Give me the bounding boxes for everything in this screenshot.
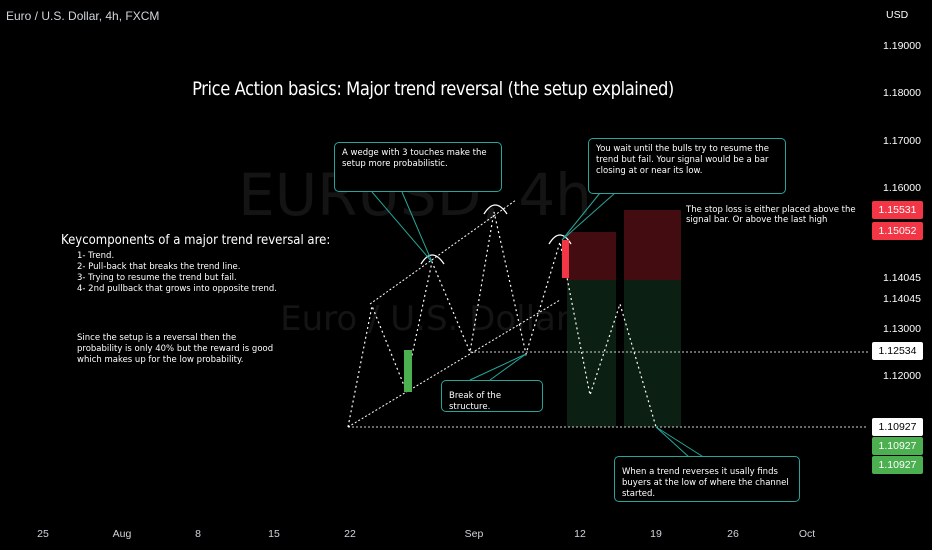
bulls-callout-pointer-2 (561, 192, 616, 241)
price-label: 1.13000 (883, 323, 921, 335)
wedge-callout-pointer (371, 191, 433, 263)
buyers-callout[interactable]: When a trend reverses it usally finds bu… (614, 456, 800, 502)
key-component-item: 4- 2nd pullback that grows into opposite… (77, 284, 278, 294)
idea-title: Price Action basics: Major trend reversa… (192, 78, 674, 100)
key-component-item: 3- Trying to resume the trend but fail. (77, 273, 237, 283)
short-stop-zone-1 (567, 232, 616, 280)
time-label: 12 (574, 528, 586, 540)
price-tag-stop: 1.15531 (872, 201, 923, 219)
time-label: Aug (112, 528, 132, 540)
currency-label: USD (886, 9, 909, 21)
stop-loss-note: The stop loss is either placed above the… (686, 205, 856, 225)
wedge-callout[interactable]: A wedge with 3 touches make the setup mo… (334, 142, 502, 192)
wedge-upper-line[interactable] (369, 199, 517, 305)
price-tag-target: 1.10927 (872, 456, 923, 474)
price-tag-stop: 1.15052 (872, 222, 923, 240)
key-component-item: 1- Trend. (77, 251, 115, 261)
price-axis[interactable]: USD 1.19000 1.18000 1.17000 1.16000 1.14… (868, 0, 932, 550)
price-label: 1.14045 (883, 272, 921, 284)
time-label: 8 (195, 528, 201, 540)
time-label: Sep (464, 528, 484, 540)
probability-note: Since the setup is a reversal then the p… (77, 333, 274, 365)
failed-resume-arc (548, 234, 572, 245)
price-label: 1.18000 (883, 87, 921, 99)
price-tag-target: 1.10927 (872, 437, 923, 455)
time-label: 25 (37, 528, 49, 540)
price-label: 1.19000 (883, 40, 921, 52)
buyers-callout-pointer (655, 426, 691, 459)
wedge-callout-pointer-2 (401, 191, 433, 263)
short-target-zone-2 (624, 280, 681, 427)
short-stop-zone-2 (624, 210, 681, 280)
price-label: 1.14045 (883, 293, 921, 305)
price-tag-level: 1.10927 (872, 418, 923, 436)
price-tag-level: 1.12534 (872, 342, 923, 360)
key-components-heading: Keycomponents of a major trend reversal … (61, 233, 331, 248)
break-callout-pointer-2 (489, 353, 527, 381)
break-callout[interactable]: Break of the structure. (441, 380, 543, 412)
break-callout-pointer (469, 353, 527, 381)
price-label: 1.12000 (883, 370, 921, 382)
time-label: 22 (344, 528, 356, 540)
key-components-list: 1- Trend. 2- Pull-back that breaks the t… (77, 251, 277, 295)
watermark-description: Euro / U.S. Dollar (280, 299, 570, 339)
symbol-title[interactable]: Euro / U.S. Dollar, 4h, FXCM (6, 9, 160, 23)
price-label: 1.17000 (883, 135, 921, 147)
signal-bar (562, 240, 569, 278)
price-swing-path[interactable] (347, 211, 657, 428)
wedge-touch-arc-1 (420, 254, 445, 265)
wedge-lower-line[interactable] (347, 299, 561, 428)
bulls-callout-pointer (561, 192, 601, 241)
key-component-item: 2- Pull-back that breaks the trend line. (77, 262, 241, 272)
time-label: Oct (798, 528, 816, 540)
wedge-touch-arc-2 (483, 204, 508, 215)
buyers-callout-pointer-2 (655, 426, 706, 459)
time-label: 15 (268, 528, 280, 540)
price-label: 1.16000 (883, 182, 921, 194)
time-label: 19 (650, 528, 662, 540)
bulls-callout[interactable]: You wait until the bulls try to resume t… (588, 138, 786, 194)
time-label: 26 (727, 528, 739, 540)
short-target-zone-1 (567, 280, 616, 427)
bull-bar (404, 350, 412, 392)
